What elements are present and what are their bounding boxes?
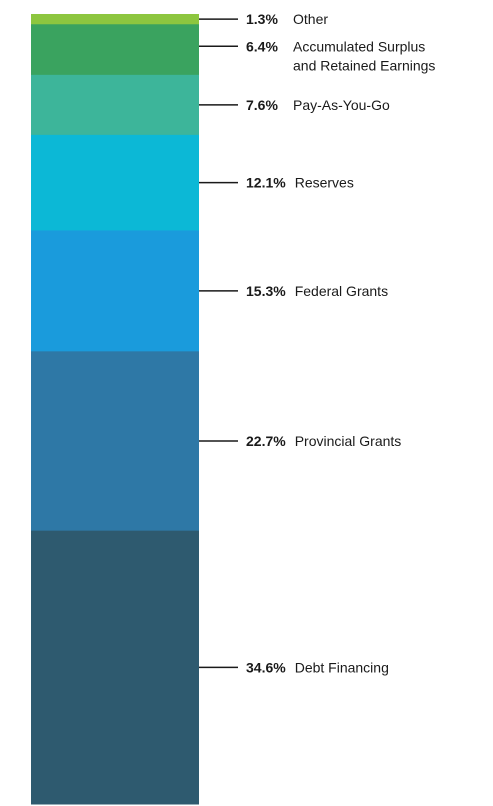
bar-segment-reserves bbox=[31, 134, 199, 231]
category-label-line: Other bbox=[293, 11, 328, 27]
bar-segment-provincial-grants bbox=[31, 351, 199, 532]
category-label-line: Accumulated Surplus bbox=[293, 38, 425, 54]
value-label-federal-grants: 15.3% bbox=[246, 283, 286, 299]
value-label-pay-as-you-go: 7.6% bbox=[246, 97, 278, 113]
category-label-accumulated-surplus-and-retained-earnings: Accumulated Surplus and Retained Earnings bbox=[293, 38, 435, 73]
bar-group bbox=[31, 14, 199, 805]
category-label-provincial-grants: Provincial Grants bbox=[295, 433, 402, 449]
value-label-other: 1.3% bbox=[246, 11, 278, 27]
category-label-line: Federal Grants bbox=[295, 283, 388, 299]
value-label-reserves: 12.1% bbox=[246, 175, 286, 191]
bar-segment-accumulated-surplus-and-retained-earnings bbox=[31, 24, 199, 76]
value-label-debt-financing: 34.6% bbox=[246, 659, 286, 675]
bar-segment-pay-as-you-go bbox=[31, 74, 199, 136]
category-label-reserves: Reserves bbox=[295, 175, 354, 191]
bar-segment-federal-grants bbox=[31, 230, 199, 352]
category-label-debt-financing: Debt Financing bbox=[295, 659, 389, 675]
value-label-provincial-grants: 22.7% bbox=[246, 433, 286, 449]
bar-segment-other bbox=[31, 14, 199, 25]
category-label-line: Reserves bbox=[295, 175, 354, 191]
category-label-pay-as-you-go: Pay-As-You-Go bbox=[293, 97, 390, 113]
category-label-other: Other bbox=[293, 11, 328, 27]
category-label-line: Provincial Grants bbox=[295, 433, 402, 449]
label-group: 1.3% Other 6.4% Accumulated Surplus and Reta… bbox=[246, 11, 435, 675]
category-label-line: and Retained Earnings bbox=[293, 57, 435, 73]
value-label-accumulated-surplus-and-retained-earnings: 6.4% bbox=[246, 38, 278, 54]
bar-segment-debt-financing bbox=[31, 530, 199, 805]
leader-line-group bbox=[199, 18, 238, 669]
category-label-line: Debt Financing bbox=[295, 659, 389, 675]
category-label-federal-grants: Federal Grants bbox=[295, 283, 388, 299]
category-label-line: Pay-As-You-Go bbox=[293, 97, 390, 113]
